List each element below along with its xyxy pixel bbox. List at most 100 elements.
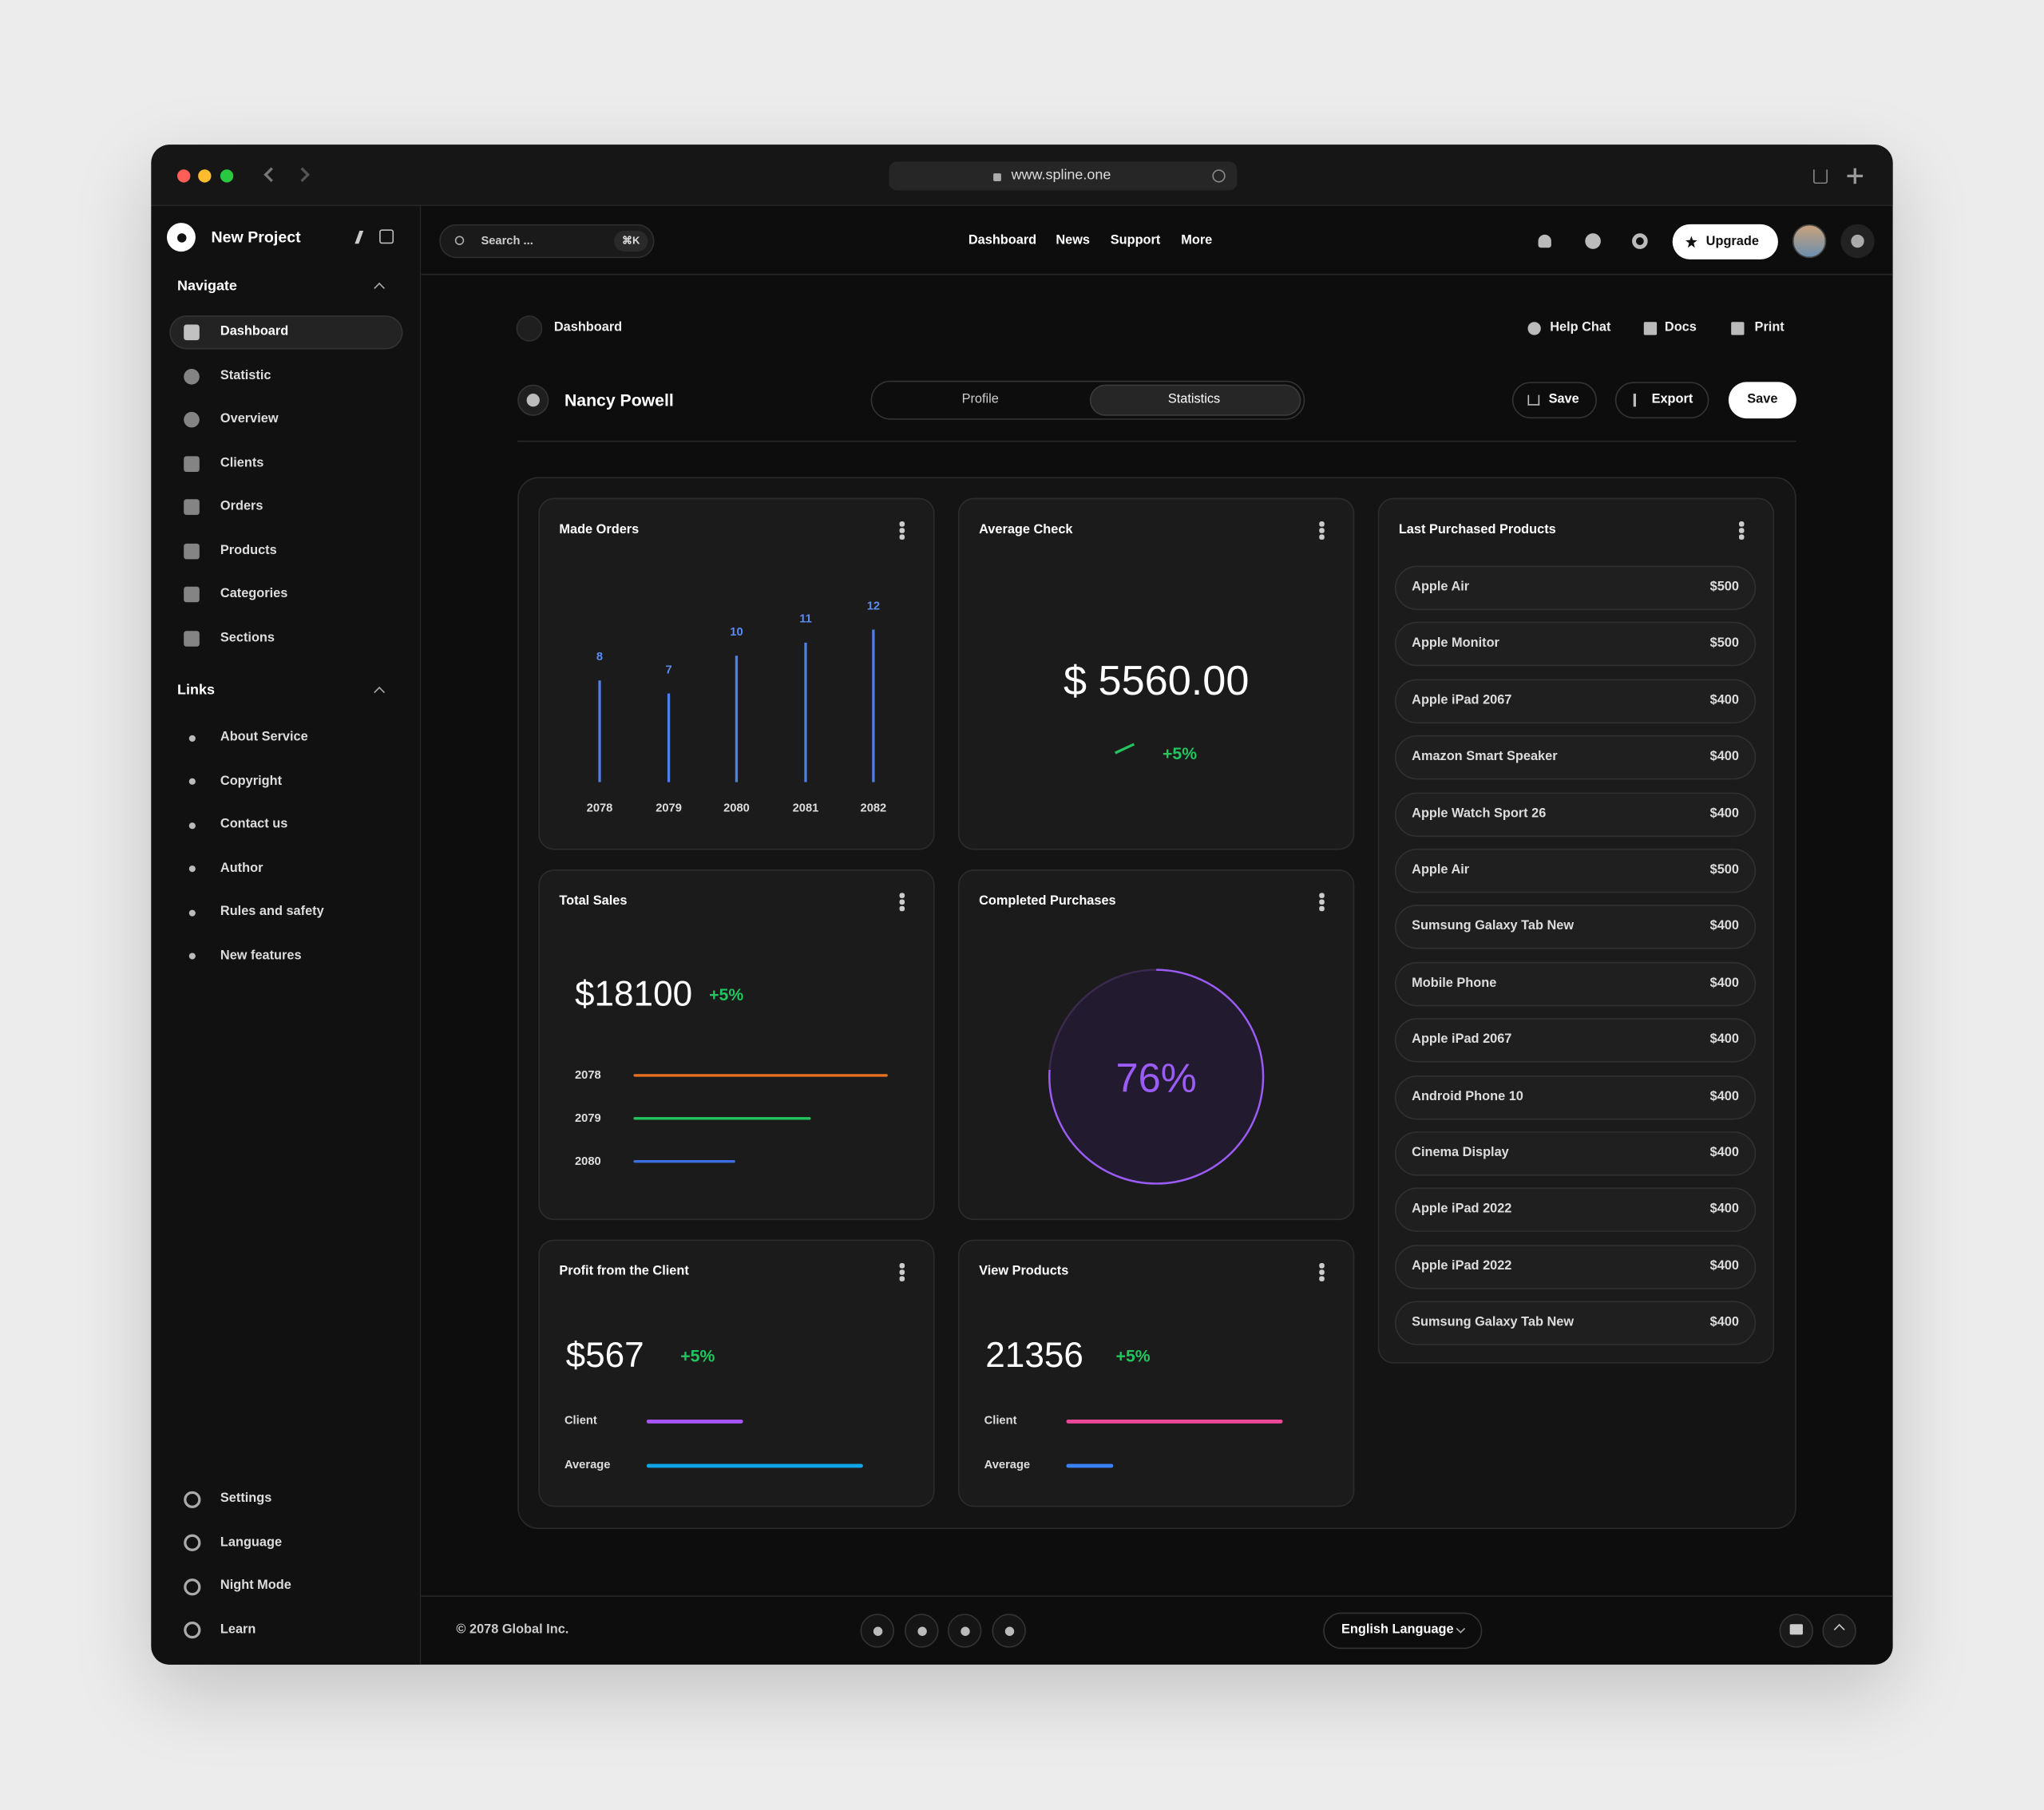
bell-icon[interactable] [1538,234,1551,248]
menu-dot[interactable] [1739,528,1744,533]
bar [872,629,875,782]
bottom-item[interactable]: Settings [220,1491,272,1506]
breadcrumb[interactable]: Dashboard [553,320,623,335]
window-dot[interactable] [220,169,234,183]
completed-ring [1048,968,1265,1185]
button-label[interactable]: Save [1747,392,1778,407]
bottom-item[interactable]: Learn [220,1622,256,1637]
window-dot[interactable] [198,169,212,183]
change: +5% [1163,743,1198,763]
menu-dot[interactable] [1319,1269,1325,1275]
product-item[interactable] [1394,791,1757,837]
product-item[interactable] [1394,679,1757,723]
social-icon[interactable] [992,1614,1026,1648]
bottom-item[interactable]: Language [220,1535,283,1550]
bottom-icon [184,1622,201,1639]
top-menu-item[interactable]: More [1181,233,1213,248]
action-icon[interactable] [1731,322,1745,335]
nav-item[interactable]: Statistic [220,368,271,383]
menu-dot[interactable] [1319,893,1325,898]
panel-icon[interactable] [379,229,394,244]
avatar[interactable] [1792,224,1827,259]
product-item[interactable] [1394,1018,1757,1063]
menu-dot[interactable] [1319,1263,1325,1268]
action-link[interactable]: Docs [1664,320,1697,335]
share-icon[interactable] [1813,169,1828,184]
export-button[interactable] [1614,382,1709,419]
tab[interactable]: Statistics [1167,392,1221,407]
link-item[interactable]: Rules and safety [220,905,324,920]
link-item[interactable]: About Service [220,730,308,745]
product-item[interactable] [1394,735,1757,780]
menu-dot[interactable] [1319,1277,1325,1281]
link-item[interactable]: Author [220,861,263,876]
menu-dot[interactable] [900,906,905,911]
product-item[interactable] [1394,961,1757,1007]
product-item[interactable] [1394,1301,1757,1346]
bottom-item[interactable]: Night Mode [220,1578,291,1594]
link-dot [188,734,196,742]
top-menu-item[interactable]: Support [1110,233,1161,248]
big-value: $18100 [575,974,693,1014]
product-price: $500 [1709,636,1739,652]
menu-dot[interactable] [1739,535,1744,540]
menu-dot[interactable] [900,1269,905,1275]
menu-dot[interactable] [1319,528,1325,533]
nav-item[interactable]: Categories [220,586,288,601]
menu-dot[interactable] [900,521,905,526]
gear-icon[interactable] [1632,233,1648,249]
project-name: New Project [211,228,301,247]
social-glyph [960,1626,969,1636]
nav-item[interactable]: Sections [220,630,275,645]
top-menu-item[interactable]: Dashboard [968,233,1037,248]
menu-dot[interactable] [900,1277,905,1281]
product-item[interactable] [1394,565,1757,611]
tab[interactable]: Profile [961,392,999,407]
menu-dot[interactable] [1739,521,1744,526]
top-menu-item[interactable]: News [1056,233,1090,248]
upgrade-label[interactable]: Upgrade [1705,234,1759,249]
link-item[interactable]: Copyright [220,773,283,788]
action-link[interactable]: Print [1754,320,1785,335]
product-item[interactable] [1394,905,1757,950]
nav-item[interactable]: Orders [220,499,263,514]
help-icon[interactable] [1585,233,1601,249]
product-item[interactable] [1394,622,1757,667]
window-dot[interactable] [177,169,191,183]
nav-item[interactable]: Dashboard [220,324,289,339]
menu-dot[interactable] [900,893,905,898]
link-item[interactable]: New features [220,948,302,963]
product-item[interactable] [1394,1187,1757,1233]
save-button[interactable] [1511,382,1597,419]
menu-dot[interactable] [900,900,905,905]
product-item[interactable] [1394,1075,1757,1119]
product-item[interactable] [1394,1131,1757,1176]
product-item[interactable] [1394,848,1757,893]
language[interactable]: English Language [1341,1622,1454,1638]
primary-save-button[interactable] [1728,382,1796,419]
home-icon[interactable] [516,315,543,342]
nav-item[interactable]: Clients [220,455,264,470]
product-item[interactable] [1394,1244,1757,1289]
action-icon[interactable] [1643,322,1658,335]
menu-dot[interactable] [900,1263,905,1268]
url-bar[interactable] [889,161,1238,191]
menu-dot[interactable] [900,535,905,540]
nav-icon [184,411,200,428]
action-link[interactable]: Help Chat [1550,320,1611,335]
menu-dot[interactable] [1319,521,1325,526]
link-dot [188,822,196,829]
menu-dot[interactable] [1319,900,1325,905]
action-icon[interactable] [1527,322,1541,335]
reload-icon [1212,169,1226,183]
button-label[interactable]: Export [1651,392,1693,407]
menu-dot[interactable] [1319,535,1325,540]
link-item[interactable]: Contact us [220,817,288,832]
nav-item[interactable]: Products [220,543,277,557]
menu-dot[interactable] [900,528,905,533]
language-select[interactable] [1323,1612,1483,1650]
nav-item[interactable]: Overview [220,411,279,426]
button-label[interactable]: Save [1548,392,1579,407]
menu-dot[interactable] [1319,906,1325,911]
scroll-top-button[interactable] [1822,1614,1856,1648]
